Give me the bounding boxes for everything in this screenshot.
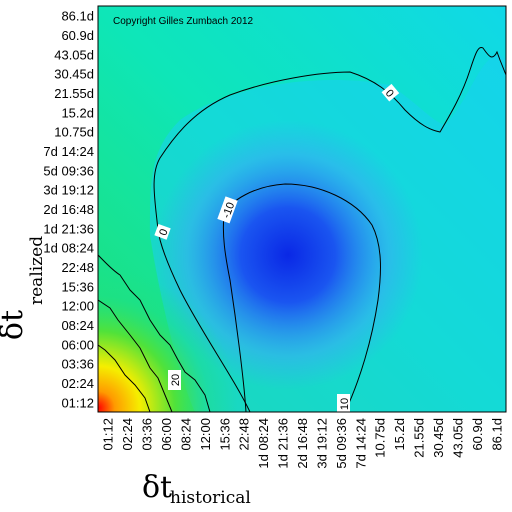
x-tick-label: 02:24 xyxy=(120,418,135,451)
contour-line-minus10 xyxy=(222,183,381,412)
x-axis-ticks: 01:12 02:24 03:36 06:00 08:24 12:00 15:36 22:48… xyxy=(101,418,505,469)
x-tick-label: 08:24 xyxy=(178,418,193,451)
y-tick-label: 22:48 xyxy=(61,260,94,275)
y-tick-label: 43.05d xyxy=(54,47,94,62)
y-tick-label: 86.1d xyxy=(61,9,94,24)
contour-lines xyxy=(98,46,506,412)
x-tick-label: 2d 16:48 xyxy=(295,418,310,469)
x-tick-label: 15.2d xyxy=(392,418,407,451)
x-tick-label: 43.05d xyxy=(450,418,465,458)
y-tick-label: 2d 16:48 xyxy=(43,202,94,217)
y-tick-label: 08:24 xyxy=(61,318,94,333)
y-axis-ticks: 01:12 02:24 03:36 06:00 08:24 12:00 15:36 22:48… xyxy=(43,9,94,411)
y-tick-label: 60.9d xyxy=(61,28,94,43)
y-axis-symbol: δt xyxy=(0,310,30,340)
contour-label-minus10: -10 xyxy=(217,196,238,224)
y-tick-label: 02:24 xyxy=(61,376,94,391)
contour-labels: -10 0 0 10 20 xyxy=(154,83,400,414)
y-tick-label: 10.75d xyxy=(54,125,94,140)
contour-line-10 xyxy=(98,254,211,412)
x-tick-label: 30.45d xyxy=(431,418,446,458)
y-tick-label: 1d 21:36 xyxy=(43,221,94,236)
x-tick-label: 5d 09:36 xyxy=(334,418,349,469)
contour-label-0-top: 0 xyxy=(381,83,400,102)
contour-label-text: 10 xyxy=(339,398,351,410)
x-tick-label: 12:00 xyxy=(198,418,213,451)
y-tick-label: 03:36 xyxy=(61,357,94,372)
x-tick-label: 06:00 xyxy=(159,418,174,451)
plot-frame xyxy=(97,5,507,413)
x-axis-symbol: δt xyxy=(142,470,172,505)
y-tick-label: 7d 14:24 xyxy=(43,144,94,159)
x-tick-label: 15:36 xyxy=(217,418,232,451)
y-axis-label: δt realized xyxy=(0,236,47,340)
warm-region xyxy=(98,6,506,412)
x-tick-label: 03:36 xyxy=(140,418,155,451)
x-axis-subscript: historical xyxy=(170,488,251,508)
contour-label-text: 20 xyxy=(170,374,182,386)
x-tick-label: 22:48 xyxy=(237,418,252,451)
contour-label-text: -10 xyxy=(221,201,238,220)
y-tick-label: 01:12 xyxy=(61,395,94,410)
x-tick-label: 86.1d xyxy=(489,418,504,451)
y-tick-label: 5d 09:36 xyxy=(43,163,94,178)
x-tick-label: 3d 19:12 xyxy=(314,418,329,469)
y-tick-label: 12:00 xyxy=(61,299,94,314)
x-tick-label: 21.55d xyxy=(412,418,427,458)
y-tick-label: 15.2d xyxy=(61,105,94,120)
contour-label-20: 20 xyxy=(168,370,182,390)
contour-line-20 xyxy=(98,299,173,412)
copyright-text: Copyright Gilles Zumbach 2012 xyxy=(113,16,254,27)
y-tick-label: 21.55d xyxy=(54,86,94,101)
y-tick-label: 1d 08:24 xyxy=(43,241,94,256)
x-tick-label: 10.75d xyxy=(373,418,388,458)
x-axis-label: δt historical xyxy=(142,470,251,508)
y-tick-label: 30.45d xyxy=(54,67,94,82)
x-tick-label: 1d 21:36 xyxy=(276,418,291,469)
contour-label-0-left: 0 xyxy=(154,223,171,240)
contour-label-10: 10 xyxy=(337,394,351,414)
x-tick-label: 60.9d xyxy=(470,418,485,451)
contour-line-0 xyxy=(153,46,506,412)
y-tick-label: 3d 19:12 xyxy=(43,183,94,198)
contour-line-inner xyxy=(98,344,151,412)
x-tick-label: 1d 08:24 xyxy=(256,418,271,469)
y-tick-label: 06:00 xyxy=(61,337,94,352)
y-axis-subscript: realized xyxy=(27,236,47,305)
y-tick-label: 15:36 xyxy=(61,279,94,294)
x-tick-label: 7d 14:24 xyxy=(353,418,368,469)
plot-area xyxy=(98,6,506,412)
x-tick-label: 01:12 xyxy=(101,418,116,451)
contour-label-text: 0 xyxy=(157,227,170,237)
